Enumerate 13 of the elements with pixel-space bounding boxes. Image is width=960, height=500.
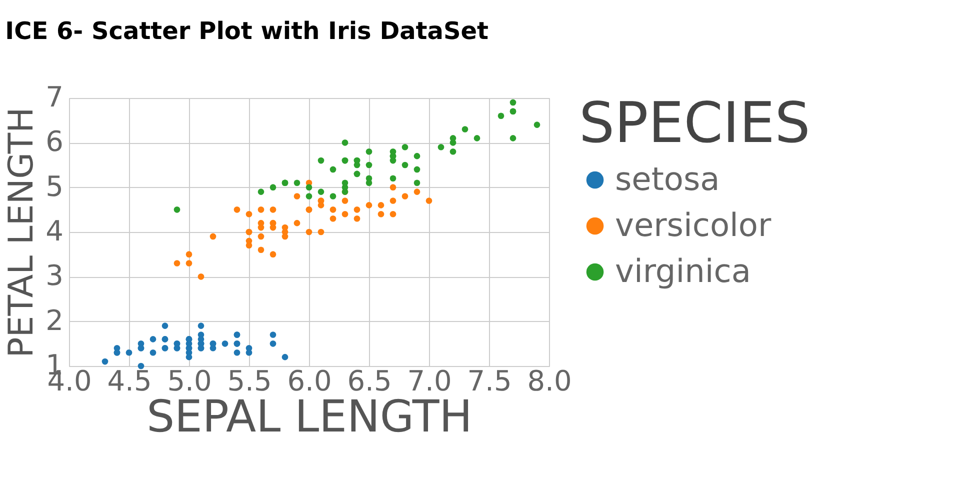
y-axis-title: PETAL LENGTH	[2, 107, 42, 358]
y-tick-label: 4	[46, 214, 64, 248]
legend-label: setosa	[615, 160, 720, 198]
legend-label: versicolor	[615, 206, 772, 244]
legend-label: virginica	[615, 252, 751, 290]
y-tick-label: 7	[46, 80, 64, 114]
y-tick-label: 2	[46, 304, 64, 337]
x-tick-label: 8.0	[527, 364, 572, 398]
legend-title: SPECIES	[579, 91, 810, 156]
chart-title: ICE 6- Scatter Plot with Iris DataSet	[5, 17, 489, 45]
y-tick-label: 5	[46, 170, 64, 203]
y-tick-label: 6	[46, 125, 64, 158]
y-tick-label: 3	[46, 259, 64, 292]
